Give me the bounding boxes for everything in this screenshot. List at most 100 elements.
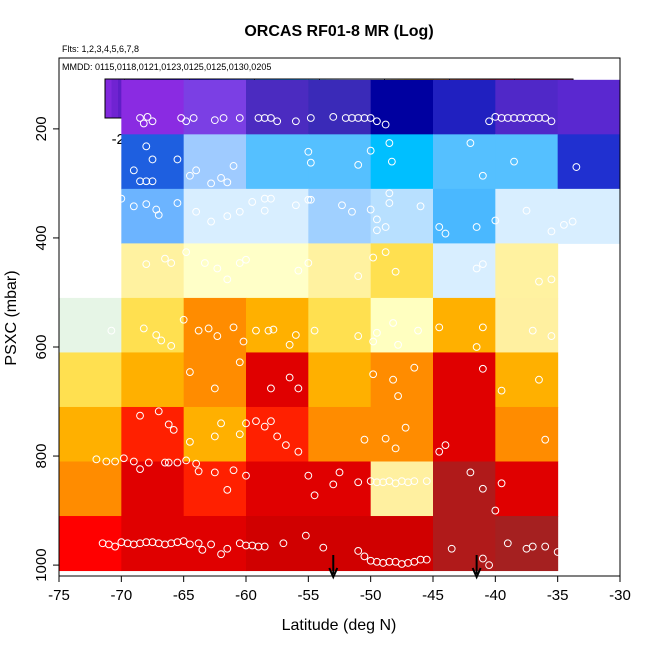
observation-point [223,275,232,284]
heatmap-cell [370,134,434,190]
observation-point [478,554,487,563]
observation-point [497,114,506,122]
observation-point [111,542,119,551]
observation-point [528,326,537,335]
observation-point [491,506,500,515]
observation-point [522,114,531,122]
observation-point [360,114,369,122]
observation-point [173,155,182,164]
observation-point [435,323,444,332]
observation-point [381,120,390,129]
heatmap-cell [433,516,496,572]
observation-point [139,324,148,333]
chart-title: ORCAS RF01-8 MR (Log) [244,23,433,40]
observation-point [179,537,188,546]
heatmap-cell [308,406,372,462]
observation-point [416,555,425,564]
heatmap-cell [121,134,185,190]
observation-point [219,114,228,122]
observation-point [338,201,346,210]
observation-point [572,163,581,171]
heatmap-cell [121,461,185,517]
observation-point [139,119,148,128]
observation-point [391,267,400,276]
observation-point [204,324,213,333]
observation-point [210,468,219,477]
heatmap-cell [183,134,247,190]
observation-point [194,326,203,335]
observation-point [192,207,201,216]
observation-point [310,326,319,335]
heatmap-cell [121,79,185,135]
observation-point [210,384,219,393]
flight-markers [328,555,482,580]
observation-point [260,206,269,215]
observation-point [142,200,151,209]
observation-point [528,542,537,551]
observation-point [472,343,481,351]
heatmap-cell [183,297,247,353]
observation-point [560,220,568,229]
observation-point [142,142,151,151]
observation-point [541,542,550,551]
observation-point [373,117,381,126]
heatmap-cell [308,134,372,190]
observation-point [304,195,313,204]
observation-point [186,437,194,446]
observation-point [401,423,410,432]
observation-point [291,201,300,210]
heatmap-cell [246,461,309,517]
heatmap-cell [308,79,372,135]
heatmap-cell [308,243,372,299]
observation-point [369,253,378,262]
observation-point [369,337,378,346]
observation-point [354,332,363,340]
observation-point [136,465,144,474]
flights-note: Flts: 1,2,3,4,5,6,7,8 [62,44,139,54]
observation-point [304,147,313,156]
observation-point [260,542,269,551]
observation-point [111,457,119,466]
observation-point [373,478,381,487]
observation-point [553,548,562,556]
y-tick-label: 200 [33,116,50,141]
observation-point [306,158,315,167]
observation-point [387,157,396,166]
observation-points [92,112,581,569]
observation-point [210,432,219,441]
observation-point [144,458,153,467]
observation-point [466,468,475,477]
observation-point [568,217,577,226]
heatmap-cell [121,243,185,299]
observation-point [217,550,225,559]
observation-point [391,444,400,453]
y-tick-label: 800 [33,444,50,469]
observation-point [252,326,260,335]
observation-point [535,277,543,286]
y-tick-label: 400 [33,225,50,250]
observation-point [223,178,232,187]
heatmap-cell [370,243,434,299]
observation-point [192,166,201,175]
heatmap-cell [183,188,247,244]
heatmap-cells [59,79,620,572]
observation-point [273,432,282,441]
observation-point [394,392,402,400]
observation-point [154,407,163,416]
observation-point [360,552,369,561]
x-tick-label: -40 [484,587,506,604]
heatmap-cell [495,352,559,408]
observation-point [267,114,275,122]
observation-point [157,336,166,345]
observation-point [485,561,494,569]
observation-point [136,114,144,122]
observation-point [235,358,244,367]
observation-point [381,248,390,257]
observation-point [341,114,350,122]
observation-point [169,425,178,434]
observation-point [235,430,244,439]
observation-point [194,539,203,548]
observation-point [142,260,151,269]
observation-point [285,340,294,349]
observation-point [242,255,250,264]
